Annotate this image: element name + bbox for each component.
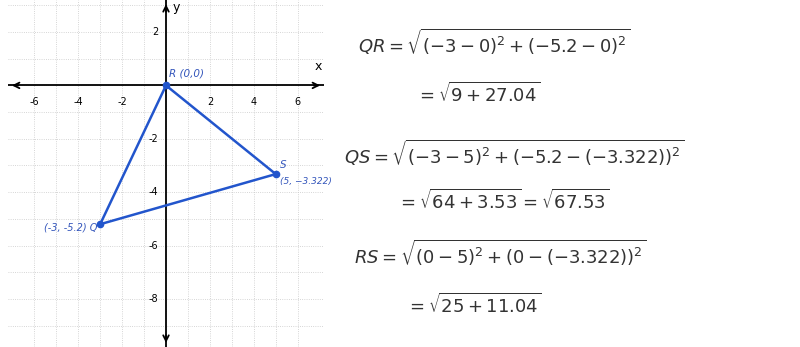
Text: x: x [315, 60, 322, 74]
Text: (-3, -5.2) Q: (-3, -5.2) Q [43, 223, 97, 233]
Text: 4: 4 [250, 98, 257, 108]
Text: S: S [280, 160, 286, 170]
Text: -4: -4 [74, 98, 83, 108]
Text: R (0,0): R (0,0) [170, 69, 204, 79]
Text: (5, −3.322): (5, −3.322) [280, 177, 332, 186]
Text: $= \sqrt{25+11.04}$: $= \sqrt{25+11.04}$ [406, 293, 542, 318]
Text: $QS = \sqrt{(-3-5)^2+(-5.2-(-3.322))^2}$: $QS = \sqrt{(-3-5)^2+(-5.2-(-3.322))^2}$ [344, 137, 685, 168]
Text: -6: -6 [149, 240, 158, 251]
Text: -2: -2 [149, 134, 158, 144]
Text: -4: -4 [149, 187, 158, 197]
Text: -6: -6 [30, 98, 39, 108]
Text: 2: 2 [206, 98, 213, 108]
Text: y: y [172, 1, 179, 14]
Text: $QR = \sqrt{(-3-0)^2+(-5.2-0)^2}$: $QR = \sqrt{(-3-0)^2+(-5.2-0)^2}$ [358, 26, 631, 57]
Text: -8: -8 [149, 294, 158, 304]
Text: 2: 2 [152, 27, 158, 37]
Text: $RS = \sqrt{(0-5)^2+(0-(-3.322))^2}$: $RS = \sqrt{(0-5)^2+(0-(-3.322))^2}$ [354, 238, 646, 269]
Text: -2: -2 [118, 98, 127, 108]
Text: 6: 6 [294, 98, 301, 108]
Text: $= \sqrt{9+27.04}$: $= \sqrt{9+27.04}$ [416, 82, 540, 106]
Text: $= \sqrt{64+3.53} = \sqrt{67.53}$: $= \sqrt{64+3.53} = \sqrt{67.53}$ [397, 189, 610, 213]
